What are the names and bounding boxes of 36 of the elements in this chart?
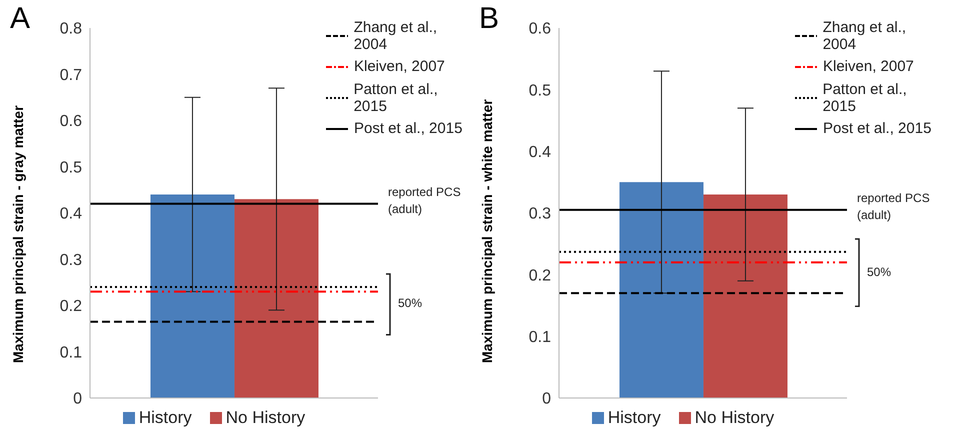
legend-label: History [608,408,661,428]
legend-label: Post et al., 2015 [823,120,932,137]
text: reported PCS (adult) [388,184,462,218]
y-tick-label: 0 [73,390,82,408]
legend-label: No History [226,408,306,428]
chart-title: B [479,2,500,36]
y-tick-label: 0.4 [60,206,82,223]
text: reported PCS (adult) [857,190,931,224]
y-tick-label: 0.4 [528,144,552,162]
y-tick-label: 0.6 [60,113,82,130]
y-tick-label: 0.1 [528,329,552,346]
chart-title: A [10,2,30,36]
y-tick-label: 0.2 [60,298,82,316]
y-tick-label: 0.8 [60,20,82,38]
y-tick-label: 0.1 [60,344,82,362]
legend-label: Patton et al., 2015 [354,80,439,114]
y-axis-title: Maximum principal strain - gray matter [10,104,26,363]
legend-label: History [138,408,192,428]
legend-label: Kleiven, 2007 [354,58,445,75]
y-tick-label: 0.5 [528,82,552,100]
legend-label: Zhang et al., 2004 [354,18,438,52]
y-tick-label: 0 [542,390,552,408]
legend-label: Post et al., 2015 [354,120,462,137]
legend-label: Kleiven, 2007 [823,58,914,75]
y-tick-label: 0.2 [528,267,552,284]
y-tick-label: 0.5 [60,159,82,176]
legend-label: Zhang et al., 2004 [822,18,908,52]
text: 50% [398,296,422,310]
text: 50% [867,264,892,278]
y-tick-label: 0.6 [528,20,552,38]
y-tick-label: 0.3 [60,252,82,269]
legend-label: No History [694,408,774,428]
y-axis-title: Maximum principal strain - white matter [478,98,495,363]
y-tick-label: 0.7 [60,66,82,84]
legend-label: Patton et al., 2015 [822,80,908,114]
y-tick-label: 0.3 [528,206,552,223]
